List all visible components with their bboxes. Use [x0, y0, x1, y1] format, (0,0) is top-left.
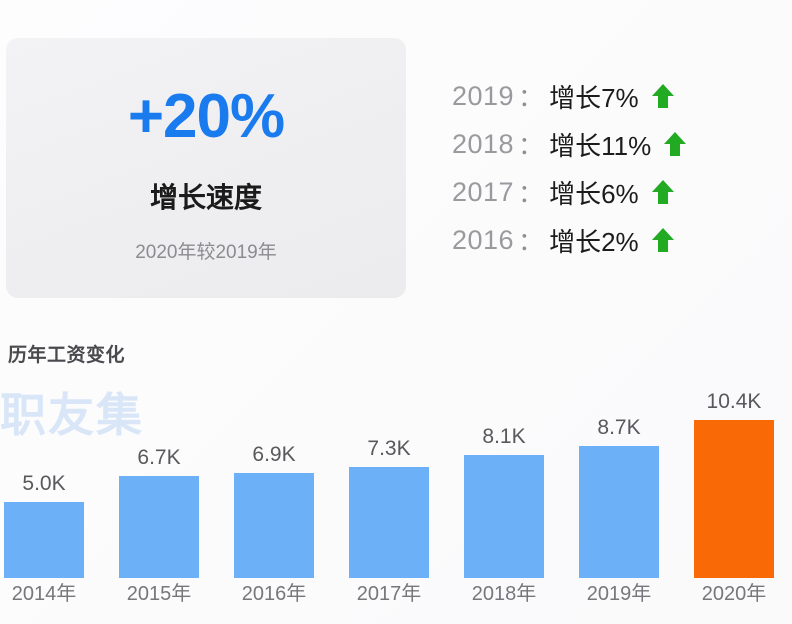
bar-highlight[interactable]	[694, 420, 774, 578]
bar-value-label: 7.3K	[367, 437, 411, 460]
year-growth-value: 增长7%	[549, 82, 639, 113]
year-label: 2019	[452, 80, 515, 111]
x-axis-tick-label: 2016年	[241, 583, 307, 605]
separator-colon: ：	[518, 228, 544, 256]
list-item: 2016 ： 增长2%	[452, 216, 782, 264]
bar[interactable]	[349, 467, 429, 578]
bar-value-label: 10.4K	[706, 390, 762, 413]
bar[interactable]	[4, 502, 84, 578]
arrow-up-icon	[651, 179, 675, 205]
year-growth-value: 增长11%	[549, 130, 652, 161]
bar[interactable]	[579, 446, 659, 578]
bar-value-label: 6.7K	[137, 446, 181, 469]
year-label: 2017	[452, 176, 515, 207]
year-label: 2018	[452, 128, 515, 159]
arrow-up-icon	[663, 131, 687, 157]
separator-colon: ：	[518, 84, 544, 112]
growth-percent-value: +20%	[127, 82, 285, 151]
list-item: 2017 ： 增长6%	[452, 168, 782, 216]
separator-colon: ：	[518, 132, 544, 160]
growth-subtitle: 增长速度	[149, 182, 262, 213]
separator-colon: ：	[518, 180, 544, 208]
bar[interactable]	[234, 473, 314, 578]
arrow-up-icon	[651, 83, 675, 109]
list-item: 2018 ： 增长11%	[452, 120, 782, 168]
list-item: 2019 ： 增长7%	[452, 72, 782, 120]
bar[interactable]	[119, 476, 199, 578]
bar-value-label: 6.9K	[252, 443, 296, 466]
x-axis-tick-label: 2019年	[586, 583, 652, 605]
bar-value-label: 5.0K	[22, 472, 66, 495]
growth-comparison-note: 2020年较2019年	[135, 242, 277, 263]
chart-title: 历年工资变化	[8, 345, 126, 366]
growth-summary-card: +20% 增长速度 2020年较2019年	[6, 38, 406, 298]
arrow-up-icon	[651, 227, 675, 253]
salary-bar-chart: 5.0K 6.7K 6.9K 7.3K 8.1K 8.7K 10.4K	[0, 380, 792, 624]
year-growth-value: 增长6%	[549, 178, 639, 209]
x-axis-tick-label: 2018年	[471, 583, 537, 605]
bar-value-label: 8.7K	[597, 416, 641, 439]
year-growth-value: 增长2%	[549, 226, 639, 257]
x-axis-tick-label: 2014年	[11, 583, 77, 605]
bar-value-label: 8.1K	[482, 425, 526, 448]
x-axis-tick-label: 2015年	[126, 583, 192, 605]
bar[interactable]	[464, 455, 544, 578]
watermark-logo: 职友集	[0, 389, 144, 441]
x-axis-tick-label: 2020年	[701, 583, 767, 605]
year-label: 2016	[452, 224, 515, 255]
yearly-growth-list: 2019 ： 增长7% 2018 ： 增长11% 2017 ： 增长6%	[452, 72, 782, 264]
x-axis-tick-label: 2017年	[356, 583, 422, 605]
